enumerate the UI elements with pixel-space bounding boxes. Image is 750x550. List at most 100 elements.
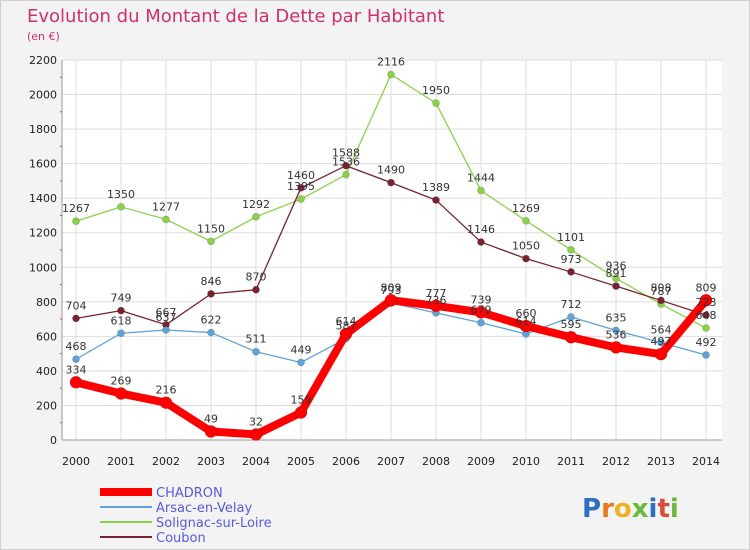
logo-letter: i [649,494,658,524]
data-point [342,170,350,179]
data-label: 739 [471,293,492,306]
chart-title: Evolution du Montant de la Dette par Hab… [27,6,444,27]
data-point [387,70,395,79]
legend-label: Solignac-sur-Loire [156,516,272,531]
data-labels-solignac-sur-loire: 1267 1350 1277 1150 1292 1395 1536 2116 1950 1444… [62,56,717,323]
x-tick-label: 2010 [512,455,540,468]
y-tick-label: 1200 [29,227,57,240]
data-label: 660 [516,307,537,320]
data-point [432,99,440,107]
data-label: 497 [651,335,672,348]
data-label: 891 [606,267,627,280]
y-tick-label: 1800 [29,123,57,136]
data-point [612,274,620,283]
legend: CHADRONArsac-en-VelaySolignac-sur-LoireC… [100,486,272,546]
y-tick-label: 1000 [29,261,57,274]
data-label: 973 [561,253,582,266]
legend-label: CHADRON [156,486,223,501]
y-tick-label: 800 [36,296,57,309]
data-label: 32 [249,415,263,428]
data-point [252,347,260,356]
y-tick-label: 2200 [29,54,57,67]
data-point [612,282,620,290]
data-label: 216 [156,384,177,397]
data-label: 787 [651,285,672,298]
data-point [612,326,620,335]
data-label: 1444 [467,172,495,185]
data-point [702,311,710,319]
data-point [564,330,578,344]
data-label: 1460 [287,169,315,182]
x-tick-label: 2000 [62,455,90,468]
logo-letter: i [670,494,679,524]
data-point [387,178,395,187]
data-point [69,376,83,389]
data-labels-coubon: 704 749 667 846 870 1460 1588 1490 1389 1146 1050 9… [66,147,717,319]
legend-label: Arsac-en-Velay [156,501,252,516]
data-label: 595 [561,318,582,331]
y-tick-label: 1400 [29,192,57,205]
x-tick-label: 2007 [377,455,405,468]
data-label: 622 [201,314,222,327]
x-tick-label: 2013 [647,455,675,468]
data-point [297,358,305,367]
data-point [477,186,485,195]
data-label: 468 [66,340,87,353]
x-tick-label: 2011 [557,455,585,468]
series-solignac-sur-loire [72,70,710,332]
data-point [519,319,533,333]
data-label: 870 [246,271,267,284]
chart-subtitle: (en €) [27,30,60,43]
data-label: 635 [606,311,627,324]
data-point [72,314,80,323]
data-label: 809 [381,281,402,294]
data-point [477,318,485,327]
logo-letter: o [614,494,632,524]
data-point [207,237,215,246]
data-label: 618 [111,314,132,327]
data-point [522,217,530,225]
x-tick-label: 2008 [422,455,450,468]
x-tick-label: 2014 [692,455,720,468]
data-point [699,293,713,307]
data-point [654,347,668,361]
data-point [342,161,350,170]
y-tick-label: 400 [36,365,57,378]
legend-item: Solignac-sur-Loire [100,516,272,531]
data-point [339,327,353,341]
x-tick-label: 2005 [287,455,315,468]
data-point [117,329,125,338]
data-label: 159 [291,394,312,407]
data-label: 2116 [377,56,405,69]
data-point [72,217,80,225]
data-label: 808 [651,281,672,294]
logo-letter: x [632,494,649,524]
data-label: 449 [291,343,312,356]
data-label: 614 [336,315,357,328]
data-label: 637 [156,311,177,324]
data-point [162,215,170,224]
data-point [477,238,485,246]
data-point [297,195,305,203]
data-point [432,196,440,204]
data-label: 679 [471,304,492,317]
data-label: 1101 [557,231,585,244]
y-tick-label: 600 [36,330,57,343]
data-point [159,396,173,409]
data-label: 723 [696,296,717,309]
data-point [567,313,575,321]
data-label: 1292 [242,198,270,211]
y-tick-label: 1600 [29,158,57,171]
data-label: 809 [696,281,717,294]
data-point [657,338,665,347]
data-label: 1490 [377,164,405,177]
data-label: 492 [696,336,717,349]
x-tick-label: 2003 [197,455,225,468]
data-point [297,184,305,192]
data-label: 749 [111,292,132,305]
data-label: 712 [561,298,582,311]
x-tick-label: 2001 [107,455,135,468]
legend-item: CHADRON [100,486,223,501]
data-point [567,246,575,254]
